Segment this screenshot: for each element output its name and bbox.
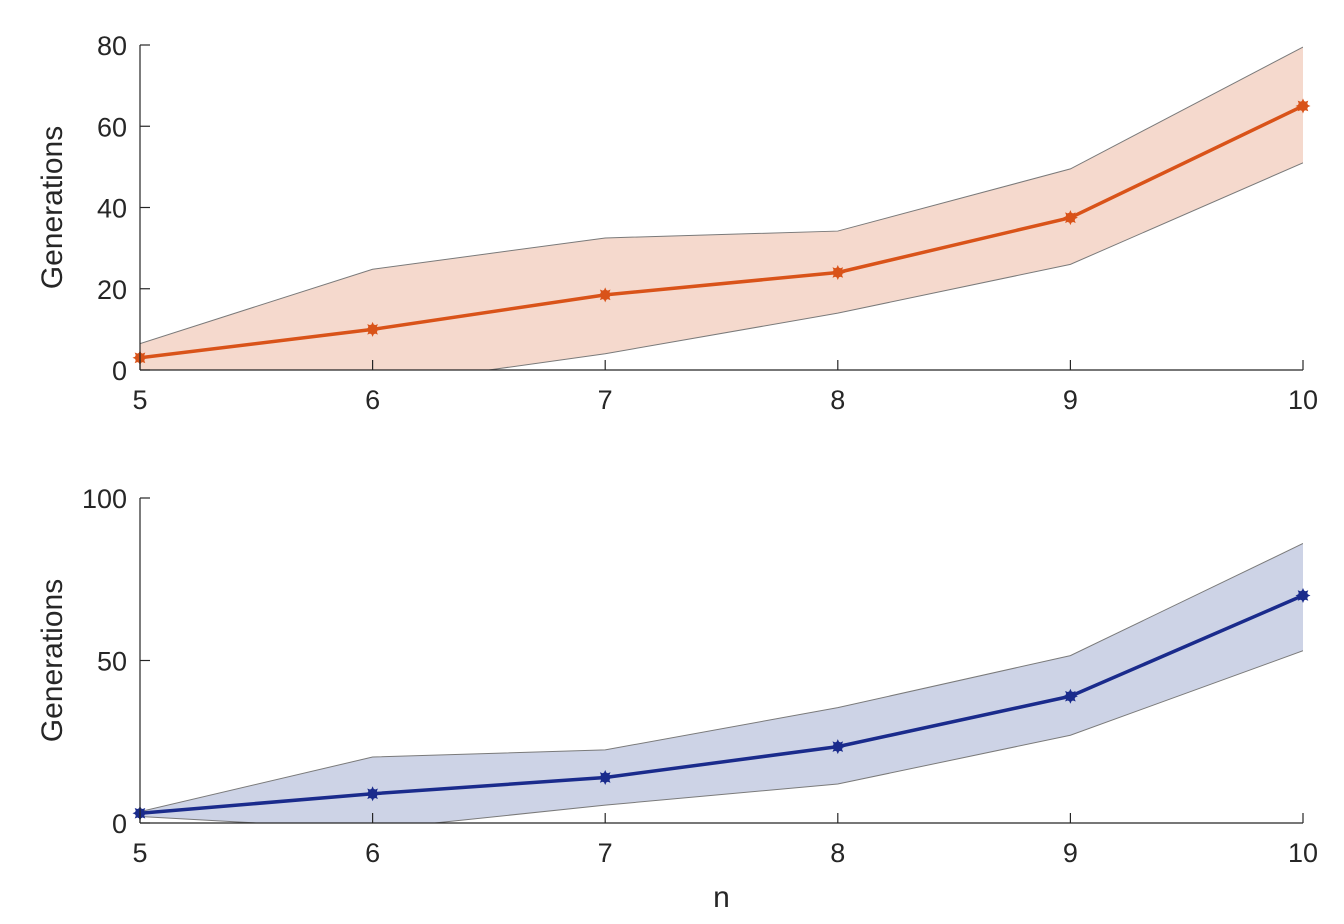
bottom-data-point (1295, 588, 1311, 603)
bottom-data-point (365, 786, 381, 802)
top-y-tick-label: 40 (97, 194, 127, 224)
bottom-x-axis-label: n (713, 881, 730, 914)
top-data-point (1295, 98, 1311, 114)
top-data-point (830, 265, 846, 280)
top-y-tick-label: 0 (112, 356, 127, 386)
top-x-tick-label: 9 (1063, 385, 1078, 415)
bottom-data-point (1062, 688, 1078, 704)
top-x-tick-label: 5 (132, 385, 147, 415)
bottom-x-tick-label: 8 (830, 838, 845, 868)
top-y-axis-label: Generations (36, 126, 69, 289)
top-band-lower-edge (485, 162, 1303, 370)
top-y-tick-label: 60 (97, 112, 127, 142)
bottom-x-tick-label: 5 (132, 838, 147, 868)
bottom-x-tick-label: 9 (1063, 838, 1078, 868)
top-y-tick-label: 80 (97, 31, 127, 61)
bottom-x-tick-label: 10 (1288, 838, 1318, 868)
bottom-plot-area (140, 543, 1303, 823)
top-data-point (597, 287, 613, 303)
top-data-point (1062, 210, 1078, 226)
bottom-x-tick-label: 6 (365, 838, 380, 868)
bottom-data-point (830, 739, 846, 755)
top-plot-area (140, 46, 1303, 370)
bottom-y-axis-label: Generations (36, 579, 69, 742)
top-confidence-band (140, 47, 1303, 370)
bottom-band-lower-edge (140, 650, 1303, 823)
bottom-data-point (597, 770, 613, 785)
bottom-x-tick-label: 7 (598, 838, 613, 868)
bottom-y-tick-label: 0 (112, 809, 127, 839)
bottom-series-line (140, 593, 1303, 815)
bottom-confidence-band (140, 543, 1303, 823)
bottom-band-upper-edge (140, 543, 1303, 813)
bottom-y-tick-label: 50 (97, 647, 127, 677)
top-data-point (365, 321, 381, 337)
top-band-upper-edge (140, 46, 1303, 345)
top-y-tick-label: 20 (97, 275, 127, 305)
top-chart-panel: 5 6 7 8 9 10 0 20 40 60 80 Generations (36, 31, 1318, 415)
top-x-tick-label: 10 (1288, 385, 1318, 415)
top-series-line (140, 104, 1303, 360)
top-x-tick-label: 8 (830, 385, 845, 415)
bottom-y-tick-label: 100 (82, 484, 127, 514)
top-x-tick-label: 7 (598, 385, 613, 415)
top-x-tick-label: 6 (365, 385, 380, 415)
